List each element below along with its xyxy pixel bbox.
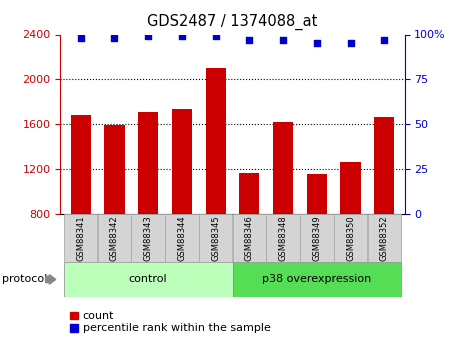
Bar [239, 173, 259, 214]
Point [212, 33, 219, 39]
FancyBboxPatch shape [300, 214, 334, 262]
FancyBboxPatch shape [266, 214, 300, 262]
Bar [374, 117, 394, 214]
Text: percentile rank within the sample: percentile rank within the sample [83, 323, 271, 333]
Bar [340, 162, 361, 214]
Bar [138, 112, 158, 214]
FancyBboxPatch shape [64, 214, 98, 262]
Text: control: control [129, 275, 167, 284]
Text: GSM88341: GSM88341 [76, 215, 85, 261]
Point [246, 37, 253, 43]
FancyBboxPatch shape [165, 214, 199, 262]
Point [178, 33, 186, 39]
Point [145, 33, 152, 39]
Bar [273, 122, 293, 214]
Point [380, 37, 388, 43]
Bar [70, 324, 78, 332]
Text: GSM88346: GSM88346 [245, 215, 254, 261]
Text: GSM88348: GSM88348 [279, 215, 288, 261]
Point [347, 41, 354, 46]
FancyBboxPatch shape [367, 214, 401, 262]
FancyBboxPatch shape [64, 262, 232, 297]
Text: protocol: protocol [2, 275, 47, 284]
Bar [206, 68, 226, 214]
Text: count: count [83, 311, 114, 321]
Text: p38 overexpression: p38 overexpression [262, 275, 372, 284]
Text: GSM88350: GSM88350 [346, 215, 355, 261]
Bar [104, 125, 125, 214]
Bar [71, 115, 91, 214]
Text: GSM88344: GSM88344 [177, 215, 186, 261]
Text: GSM88352: GSM88352 [380, 215, 389, 261]
Bar [307, 174, 327, 214]
Point [313, 41, 320, 46]
FancyBboxPatch shape [131, 214, 165, 262]
Text: GSM88345: GSM88345 [211, 215, 220, 261]
Bar [70, 312, 78, 319]
Point [111, 35, 118, 41]
FancyBboxPatch shape [199, 214, 232, 262]
Text: GDS2487 / 1374088_at: GDS2487 / 1374088_at [147, 14, 318, 30]
FancyArrow shape [46, 275, 56, 284]
Point [77, 35, 85, 41]
Point [279, 37, 287, 43]
FancyBboxPatch shape [98, 214, 131, 262]
FancyBboxPatch shape [334, 214, 367, 262]
Bar [172, 108, 192, 214]
Text: GSM88349: GSM88349 [312, 215, 321, 261]
FancyBboxPatch shape [232, 262, 401, 297]
Text: GSM88342: GSM88342 [110, 215, 119, 261]
FancyBboxPatch shape [232, 214, 266, 262]
Text: GSM88343: GSM88343 [144, 215, 153, 261]
